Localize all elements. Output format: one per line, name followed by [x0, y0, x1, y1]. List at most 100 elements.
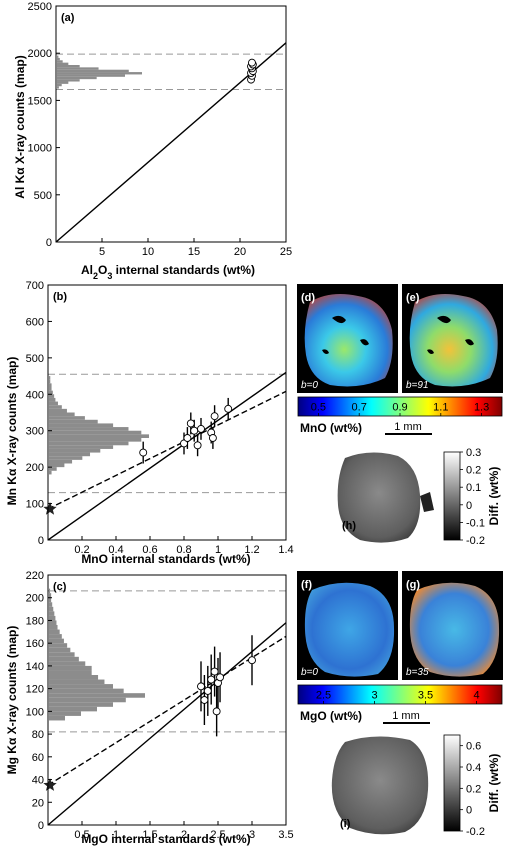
x-tick-label: 1 — [215, 544, 221, 556]
colorbar-tick-label: 0.2 — [466, 465, 481, 477]
map-f-label: (f) — [301, 579, 312, 591]
map-g-sample — [409, 582, 500, 677]
x-tick-label: 2.5 — [210, 829, 225, 841]
diff-i-colorbar-label: Diff. (wt%) — [487, 754, 501, 813]
histogram-bar — [57, 81, 69, 84]
mgo-scale-bar-label: 1 mm — [392, 710, 420, 722]
diff-h-colorbar — [443, 451, 461, 541]
histogram-bar — [49, 376, 51, 380]
histogram-bar — [49, 452, 91, 457]
y-tick-label: 200 — [26, 593, 44, 605]
map-e-holes — [427, 315, 474, 354]
dashed-fit-line — [48, 390, 286, 510]
mno-colorbar-label: MnO (wt%) — [300, 421, 362, 435]
histogram-bar — [49, 456, 83, 460]
histogram-bar — [49, 470, 52, 475]
diff-i-colorbar — [443, 734, 461, 832]
histogram-bar — [49, 463, 65, 468]
mno-map-group: (d) b=0 (e) b=91 0.5 0.7 0.9 1.1 1.3 MnO (wt… — [297, 284, 503, 435]
histogram-bar — [49, 405, 62, 409]
data-point — [208, 434, 217, 442]
y-tick-label: 100 — [26, 706, 44, 718]
histogram-bar — [49, 688, 124, 694]
map-d-holes — [322, 315, 369, 354]
histogram-bar — [57, 67, 99, 70]
histogram-bar — [49, 679, 105, 685]
histogram-bar — [49, 441, 129, 446]
y-tick-label: 700 — [26, 280, 44, 292]
panel-b-ylabel: Mn Kα X-ray counts (map) — [5, 357, 19, 506]
histogram-bar — [49, 423, 114, 428]
mgo-colorbar-label: MgO (wt%) — [300, 709, 362, 723]
map-d-label: (d) — [301, 292, 315, 304]
histogram-bar — [49, 625, 58, 630]
histogram-bar — [49, 416, 85, 420]
x-tick-label: 25 — [280, 246, 292, 258]
y-tick-label: 180 — [26, 615, 44, 627]
data-point — [203, 686, 212, 695]
x-tick-label: 1.2 — [244, 544, 259, 556]
histogram-bar — [49, 593, 52, 598]
histogram-bar — [49, 397, 56, 402]
diff-map-i-sample — [331, 736, 429, 835]
panel-b-xlabel: MnO internal standards (wt%) — [81, 552, 250, 566]
data-point — [207, 675, 216, 684]
map-e-sample — [409, 294, 498, 387]
x-tick-label: 15 — [188, 246, 200, 258]
histogram-bar — [49, 629, 60, 635]
data-point — [193, 441, 202, 450]
map-e-caption: b=91 — [406, 380, 429, 391]
histogram-bar — [49, 715, 65, 721]
x-tick-label: 2 — [181, 829, 187, 841]
histogram-bar — [49, 670, 92, 675]
diff-map-h-group: (h) 0.3 0.2 0.1 0 -0.1 -0.2 Diff. (wt%) — [337, 447, 501, 547]
data-point — [248, 656, 256, 665]
colorbar-tick-label: 0 — [466, 805, 472, 817]
colorbar-tick-label: 1.1 — [433, 402, 448, 414]
data-point — [224, 404, 233, 413]
y-tick-label: 20 — [32, 797, 44, 809]
x-tick-label: 1 — [113, 829, 119, 841]
colorbar-tick-label: 0.6 — [466, 741, 481, 753]
histogram-bar — [49, 606, 54, 612]
y-tick-label: 300 — [26, 426, 44, 438]
y-tick-label: 0 — [38, 535, 44, 547]
solid-one-to-one-line — [48, 622, 286, 825]
y-tick-label: 60 — [32, 752, 44, 764]
histogram-bar — [49, 467, 57, 471]
axes-frame — [55, 5, 287, 243]
panel-c-ylabel: Mg Kα X-ray counts (map) — [5, 626, 19, 775]
x-tick-label: 3.5 — [278, 829, 293, 841]
data-point — [197, 424, 205, 433]
panel-a-xlabel: Al2O3 internal standards (wt%) — [81, 263, 255, 281]
histogram-bar — [49, 665, 92, 671]
histogram-bar — [49, 638, 64, 644]
panel-label: (a) — [61, 12, 75, 24]
x-tick-label: 0.2 — [74, 544, 89, 556]
panel-label: (c) — [53, 581, 67, 593]
colorbar-tick-label: 4 — [473, 690, 479, 702]
diff-map-h-fragment — [420, 492, 434, 512]
histogram-bar — [49, 702, 113, 707]
y-tick-label: 80 — [32, 729, 44, 741]
data-point — [212, 707, 221, 716]
mno-colorbar-ticks: 0.5 0.7 0.9 1.1 1.3 — [311, 402, 489, 416]
colorbar-tick-label: -0.2 — [466, 826, 485, 838]
map-e-label: (e) — [406, 292, 420, 304]
colorbar-tick-label: 1.3 — [474, 402, 489, 414]
histogram-bar — [57, 72, 142, 75]
solid-one-to-one-line — [48, 371, 286, 540]
data-point — [248, 58, 256, 67]
diff-h-colorbar-ticks: 0.3 0.2 0.1 0 -0.1 -0.2 — [460, 447, 485, 547]
histogram-bar — [49, 459, 73, 464]
histogram-bar — [57, 76, 97, 80]
colorbar-tick-label: -0.1 — [466, 517, 485, 529]
histogram-bar — [49, 684, 113, 689]
data-point — [197, 682, 205, 691]
y-tick-label: 0 — [38, 820, 44, 832]
diff-map-i-group: (i) 0.6 0.4 0.2 0 -0.2 Diff. (wt%) — [331, 734, 501, 838]
histogram-bar — [49, 427, 129, 431]
data-point — [210, 667, 219, 676]
mgo-map-group: (f) b=0 (g) b=35 2.5 3 3.5 4 MgO (wt%) 1 mm — [297, 571, 503, 724]
